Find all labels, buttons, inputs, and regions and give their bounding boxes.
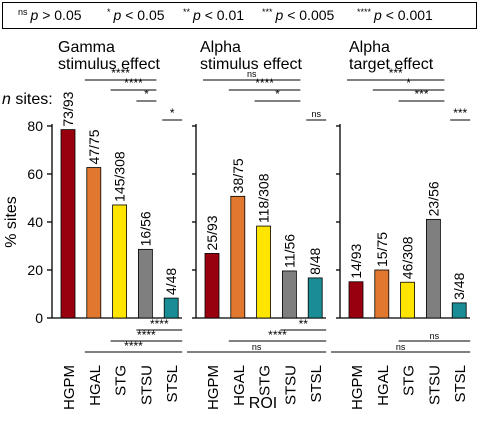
panel-2-category-HGPM: HGPM [349, 365, 366, 410]
panel-0-bar-HGPM [60, 129, 76, 319]
panel-1-bar-HGAL [230, 195, 246, 319]
panel-0-comparison-above-label-0: **** [111, 66, 130, 80]
panel-0-bar-label-STSL: 4/48 [163, 268, 179, 295]
panel-0-category-STG: STG [113, 365, 130, 396]
panel-0-bar-label-STG: 145/308 [112, 151, 128, 202]
panel-1-comparison-below-label-2: ns [252, 342, 262, 352]
panel-2-bar-label-STSL: 3/48 [451, 272, 467, 299]
panel-1-comparison-above-label-2: * [275, 87, 280, 101]
panel-1-bar-label-HGAL: 38/75 [230, 158, 246, 193]
significance-legend-box [2, 2, 477, 29]
panel-0-category-HGPM: HGPM [61, 365, 78, 410]
panel-0-category-STSL: STSL [164, 365, 181, 403]
panel-2-bar-label-HGAL: 15/75 [374, 232, 390, 267]
panel-2-bar-STSL [451, 302, 467, 319]
panel-2-comparison-above-label-1: * [406, 76, 411, 90]
panel-2-bar-label-STG: 46/308 [400, 236, 416, 279]
y-tick-label-40: 40 [27, 214, 43, 230]
panel-2-comparison-below-label-1: ns [396, 342, 406, 352]
panel-1-category-STSU: STSU [282, 365, 299, 405]
legend-entry-3: *** p < 0.005 [262, 7, 335, 23]
panel-2-comparison-above-label-2: *** [414, 87, 428, 101]
panel-0-comparison-above-label-1: **** [124, 76, 143, 90]
panel-2-comparison-above-label-3: *** [453, 106, 467, 120]
legend-entry-0: ns p > 0.05 [18, 7, 82, 23]
panel-1-category-HGAL: HGAL [231, 365, 248, 406]
panel-2-bar-STG [400, 281, 416, 319]
panel-0-comparison-below-label-0: **** [150, 317, 169, 331]
panel-0-category-STSU: STSU [138, 365, 155, 405]
y-tick-label-60: 60 [27, 166, 43, 182]
panel-1-bar-label-STG: 118/308 [256, 173, 272, 223]
panel-1-comparison-above-label-0: ns [247, 69, 257, 79]
panel-2-category-STG: STG [401, 365, 418, 396]
panel-1-category-STSL: STSL [308, 365, 325, 403]
panel-0-title-line-1: stimulus effect [58, 56, 161, 73]
panel-2-comparison-below-label-0: ns [430, 331, 440, 341]
panel-0-bar-HGAL [86, 167, 102, 319]
y-tick-label-20: 20 [27, 262, 43, 278]
panel-2-category-HGAL: HGAL [375, 365, 392, 406]
panel-0-comparison-below-label-2: **** [124, 339, 143, 353]
n-sites-label: n sites: [2, 91, 53, 108]
y-tick-label-80: 80 [27, 118, 43, 134]
panel-0-title-line-0: Gamma [58, 39, 115, 56]
panel-0-bar-label-HGAL: 47/75 [86, 129, 102, 164]
panel-1-comparison-above-label-1: **** [255, 76, 274, 90]
panel-1-title-line-1: stimulus effect [200, 56, 303, 73]
panel-1-category-STG: STG [257, 365, 274, 396]
panel-2-title-line-0: Alpha [349, 39, 390, 56]
panel-2-category-STSU: STSU [426, 365, 443, 405]
panel-1-comparison-below-label-1: **** [268, 328, 287, 342]
panel-0-comparison-below-label-1: **** [137, 328, 156, 342]
panel-1-bar-label-HGPM: 25/93 [204, 215, 220, 250]
panel-2-bar-HGPM [348, 281, 364, 319]
legend-entry-1: * p < 0.05 [107, 7, 165, 23]
panel-1-bar-STSU [281, 270, 297, 319]
panel-1-comparison-above-label-3: ns [311, 109, 321, 119]
panel-0-bar-label-HGPM: 73/93 [60, 91, 76, 126]
panel-1-bar-label-STSU: 11/56 [281, 234, 297, 268]
panel-0-comparison-above-label-3: * [170, 106, 175, 120]
y-tick-label-0: 0 [35, 310, 43, 326]
panel-2-bar-STSU [425, 218, 441, 319]
panel-1-bar-STG [256, 225, 272, 319]
legend-entry-2: ** p < 0.01 [183, 7, 244, 23]
panel-0-comparison-above-label-2: * [144, 87, 149, 101]
x-axis-label: ROI [249, 395, 277, 412]
y-axis-label: % sites [3, 196, 20, 248]
panel-0-bar-label-STSU: 16/56 [137, 211, 153, 246]
panel-2-bar-label-STSU: 23/56 [425, 181, 441, 216]
panel-1-bar-STSL [307, 277, 323, 319]
panel-0-bar-STG [112, 204, 127, 319]
panel-1-bar-HGPM [204, 253, 220, 319]
panel-1-comparison-below-label-0: ** [299, 317, 309, 331]
panel-2-bar-label-HGPM: 14/93 [348, 244, 364, 279]
panel-0-bar-STSU [137, 248, 153, 319]
panel-1-bar-label-STSL: 8/48 [307, 247, 323, 274]
panel-2-title-line-1: target effect [349, 56, 434, 73]
panel-2-category-STSL: STSL [452, 365, 469, 403]
panel-1-title-line-0: Alpha [200, 39, 241, 56]
panel-2-bar-HGAL [374, 269, 390, 319]
panel-2-comparison-above-label-0: *** [389, 66, 403, 80]
panel-0-category-HGAL: HGAL [87, 365, 104, 406]
panel-0-bar-STSL [163, 297, 179, 319]
legend-entry-4: **** p < 0.001 [357, 7, 433, 23]
panel-1-category-HGPM: HGPM [205, 365, 222, 410]
